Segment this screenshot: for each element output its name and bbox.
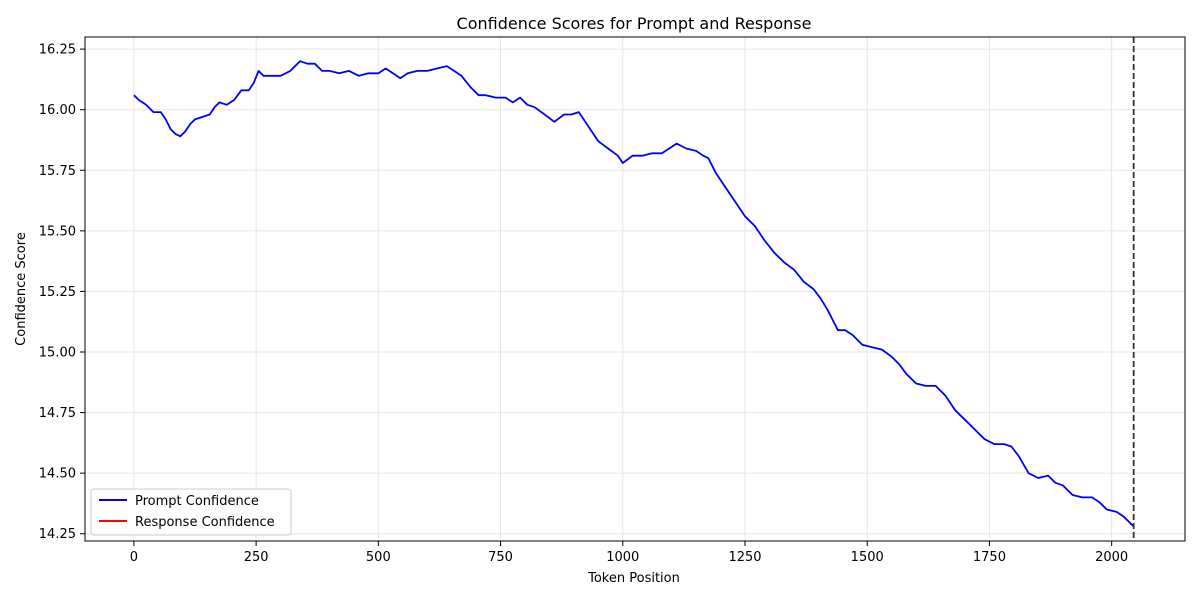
x-tick-label: 1500 bbox=[851, 550, 884, 565]
y-tick-label: 15.25 bbox=[39, 285, 76, 300]
legend-label-prompt: Prompt Confidence bbox=[135, 494, 259, 509]
x-axis-label: Token Position bbox=[587, 571, 680, 586]
y-tick-label: 16.00 bbox=[39, 103, 76, 118]
y-tick-label: 15.50 bbox=[39, 224, 76, 239]
legend-box bbox=[90, 488, 292, 536]
plot-frame bbox=[84, 36, 1186, 542]
y-tick-label: 15.75 bbox=[39, 164, 76, 179]
legend: Prompt Confidence Response Confidence bbox=[90, 488, 292, 536]
y-tick-label: 14.50 bbox=[39, 467, 76, 482]
y-tick-label: 16.25 bbox=[39, 43, 76, 58]
x-tick-label: 1000 bbox=[606, 550, 639, 565]
chart-title: Confidence Scores for Prompt and Respons… bbox=[457, 14, 812, 33]
x-tick-label: 1750 bbox=[973, 550, 1006, 565]
x-tick-label: 750 bbox=[488, 550, 513, 565]
x-tick-label: 0 bbox=[130, 550, 138, 565]
series-lines bbox=[133, 60, 1135, 528]
grid-lines bbox=[85, 37, 1185, 541]
y-tick-label: 14.25 bbox=[39, 527, 76, 542]
legend-label-response: Response Confidence bbox=[135, 515, 275, 530]
axis-ticks: 0 250 500 750 1000 1250 1500 1750 2000 14.25 14.50… bbox=[39, 43, 1128, 565]
y-tick-label: 15.00 bbox=[39, 346, 76, 361]
x-tick-label: 500 bbox=[366, 550, 391, 565]
x-tick-label: 1250 bbox=[728, 550, 761, 565]
x-tick-label: 250 bbox=[244, 550, 269, 565]
y-tick-label: 14.75 bbox=[39, 406, 76, 421]
y-axis-label: Confidence Score bbox=[14, 232, 29, 346]
series-line-prompt-confidence bbox=[133, 60, 1135, 528]
x-tick-label: 2000 bbox=[1095, 550, 1128, 565]
